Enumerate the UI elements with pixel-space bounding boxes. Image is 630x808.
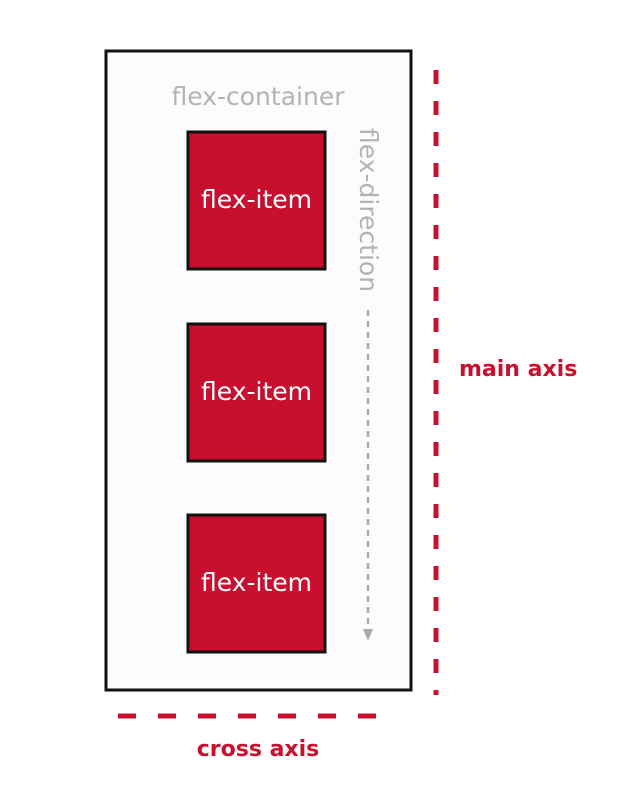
cross-axis-label: cross axis — [197, 737, 320, 762]
flex-item-1: flex-item — [186, 130, 327, 271]
flex-item-2: flex-item — [186, 322, 327, 463]
flex-item-label: flex-item — [201, 377, 312, 406]
flex-item-3: flex-item — [186, 513, 327, 654]
flex-direction-label: flex-direction — [354, 128, 383, 292]
flex-item-label: flex-item — [201, 185, 312, 214]
flex-container-label: flex-container — [172, 82, 346, 111]
flex-item-label: flex-item — [201, 568, 312, 597]
main-axis-label: main axis — [459, 357, 577, 382]
